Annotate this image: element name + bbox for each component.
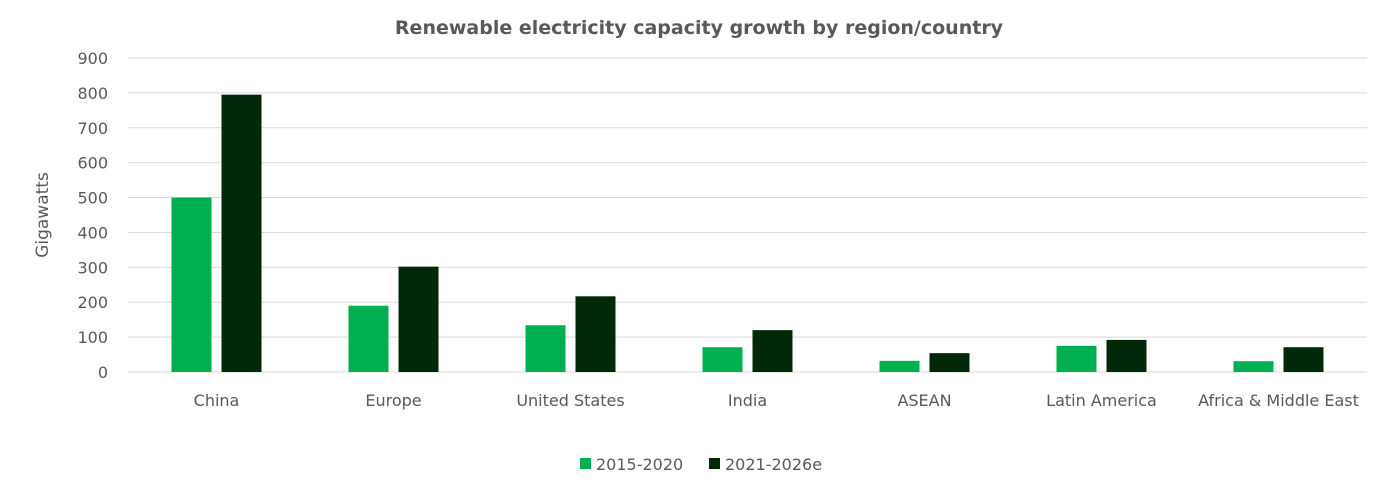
x-category-label: Africa & Middle East	[1198, 391, 1359, 410]
bar-2021-2026e-asean	[929, 353, 970, 372]
y-tick-label: 600	[77, 154, 108, 173]
x-category-label: ASEAN	[897, 391, 951, 410]
gridlines	[128, 57, 1367, 373]
x-category-label: Latin America	[1046, 391, 1157, 410]
y-tick-label: 100	[77, 328, 108, 347]
legend-label: 2021-2026e	[725, 455, 822, 474]
legend-swatch	[580, 458, 591, 469]
bar-2021-2026e-africa-middle-east	[1283, 347, 1324, 372]
y-axis-label: Gigawatts	[33, 172, 53, 258]
bar-2015-2020-europe	[348, 305, 389, 372]
bars	[171, 94, 1324, 372]
y-axis-ticks: 0 100 200 300 400 500 600 700 800 900	[77, 49, 108, 382]
bar-2015-2020-united-states	[525, 325, 566, 372]
x-category-label: United States	[516, 391, 624, 410]
bar-2015-2020-africa-middle-east	[1233, 361, 1274, 372]
y-tick-label: 800	[77, 84, 108, 103]
y-tick-label: 300	[77, 258, 108, 277]
bar-2015-2020-latin-america	[1056, 345, 1097, 372]
x-category-label: Europe	[365, 391, 421, 410]
bar-2021-2026e-united-states	[575, 296, 616, 372]
bar-2015-2020-china	[171, 197, 212, 372]
bar-2015-2020-asean	[879, 360, 920, 372]
y-tick-label: 700	[77, 119, 108, 138]
x-axis-categories: China Europe United States India ASEAN Latin …	[194, 391, 1359, 410]
y-tick-label: 200	[77, 293, 108, 312]
bar-2021-2026e-india	[752, 330, 793, 372]
y-tick-label: 0	[98, 363, 108, 382]
x-category-label: India	[728, 391, 767, 410]
y-tick-label: 900	[77, 49, 108, 68]
x-category-label: China	[194, 391, 240, 410]
legend-swatch	[709, 458, 720, 469]
legend: 2015-2020 2021-2026e	[580, 455, 822, 474]
legend-label: 2015-2020	[596, 455, 683, 474]
bar-2021-2026e-europe	[398, 266, 439, 372]
y-tick-label: 400	[77, 223, 108, 242]
bar-2021-2026e-latin-america	[1106, 339, 1147, 372]
y-tick-label: 500	[77, 189, 108, 208]
chart-title: Renewable electricity capacity growth by…	[395, 17, 1004, 39]
bar-2021-2026e-china	[221, 94, 262, 372]
bar-2015-2020-india	[702, 347, 743, 372]
